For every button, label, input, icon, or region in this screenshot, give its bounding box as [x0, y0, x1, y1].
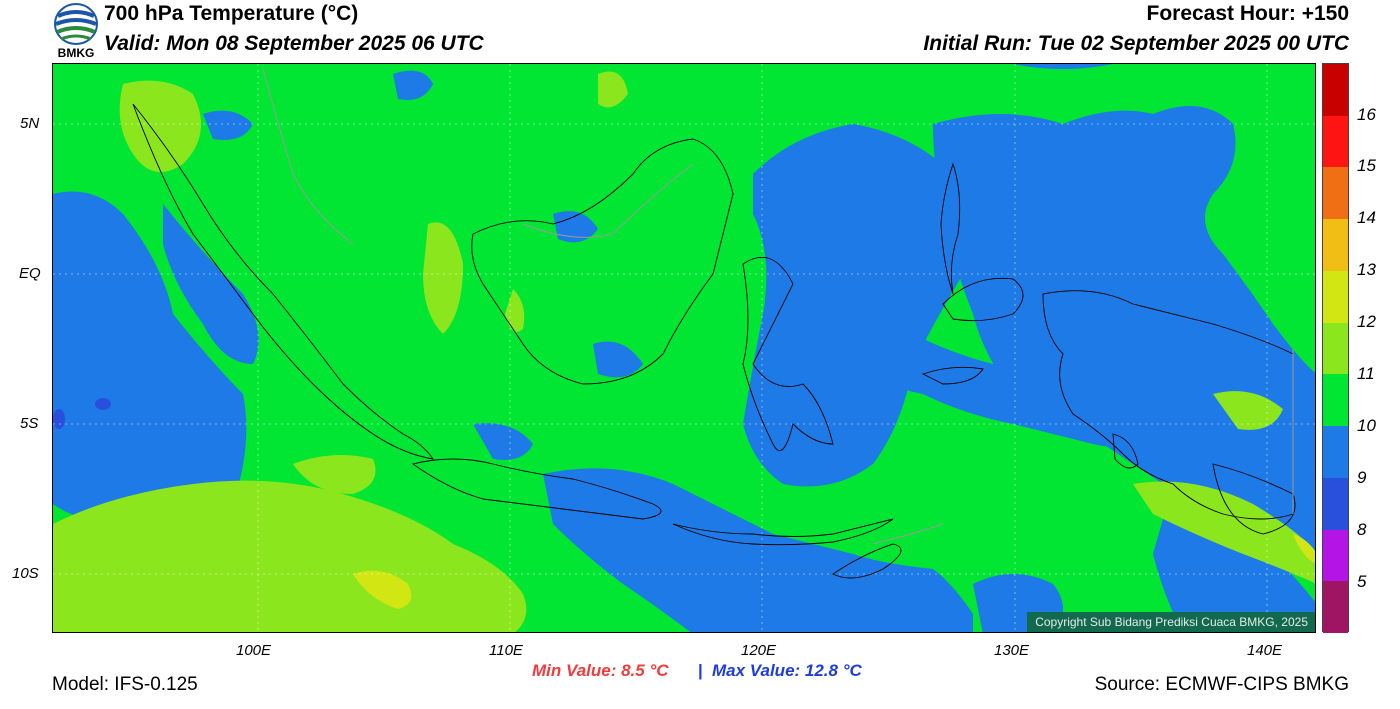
colorbar-segment	[1323, 426, 1348, 479]
colorbar	[1322, 63, 1349, 634]
colorbar-segment	[1323, 270, 1348, 324]
colorbar-label-14: 14	[1357, 208, 1376, 227]
model-label: Model: IFS-0.125	[52, 674, 198, 695]
colorbar-label-10: 10	[1357, 416, 1376, 435]
colorbar-label-11: 11	[1357, 364, 1375, 383]
lat-label-5n: 5N	[20, 115, 40, 132]
colorbar-segment	[1323, 374, 1348, 427]
colorbar-segment	[1323, 167, 1348, 220]
lon-label-130e: 130E	[994, 642, 1030, 659]
source-label: Source: ECMWF-CIPS BMKG	[1094, 674, 1349, 695]
colorbar-label-16: 16	[1357, 105, 1376, 124]
bmkg-logo: BMKG	[52, 2, 100, 60]
graticule	[53, 64, 1315, 632]
colorbar-label-9: 9	[1357, 468, 1367, 487]
coastlines	[132, 103, 1296, 579]
hot-spots	[353, 534, 1315, 609]
lon-label-140e: 140E	[1247, 642, 1283, 659]
lat-label-eq: EQ	[19, 265, 41, 282]
lon-label-100e: 100E	[236, 642, 272, 659]
initial-run: Initial Run: Tue 02 September 2025 00 UT…	[923, 32, 1349, 55]
lat-label-10s: 10S	[12, 565, 39, 582]
valid-time: Valid: Mon 08 September 2025 06 UTC	[104, 32, 484, 55]
colorbar-segment	[1323, 529, 1348, 582]
colorbar-label-5: 5	[1357, 572, 1367, 591]
cold-spots	[53, 398, 111, 429]
temperature-map: Copyright Sub Bidang Prediksi Cuaca BMKG…	[52, 63, 1316, 633]
colorbar-label-12: 12	[1357, 312, 1376, 331]
logo-text: BMKG	[57, 46, 95, 60]
colorbar-segment	[1323, 64, 1348, 117]
forecast-hour: Forecast Hour: +150	[1146, 2, 1350, 25]
colorbar-segment	[1323, 477, 1348, 531]
map-title: 700 hPa Temperature (°C)	[104, 2, 359, 25]
colorbar-segment	[1323, 115, 1348, 168]
copyright-notice: Copyright Sub Bidang Prediksi Cuaca BMKG…	[1027, 612, 1315, 632]
value-separator: |	[698, 661, 703, 680]
max-value: Max Value: 12.8 °C	[712, 661, 862, 680]
colorbar-segment	[1323, 219, 1348, 272]
colorbar-segment	[1323, 322, 1348, 375]
colorbar-label-8: 8	[1357, 520, 1367, 539]
colorbar-segment	[1323, 581, 1348, 634]
colorbar-label-13: 13	[1357, 260, 1376, 279]
lon-label-110e: 110E	[489, 642, 523, 659]
borders	[262, 68, 1294, 545]
min-value: Min Value: 8.5 °C	[532, 661, 669, 680]
lon-label-120e: 120E	[741, 642, 777, 659]
map-field	[53, 64, 1315, 632]
lat-label-5s: 5S	[20, 415, 39, 432]
colorbar-label-15: 15	[1357, 156, 1376, 175]
